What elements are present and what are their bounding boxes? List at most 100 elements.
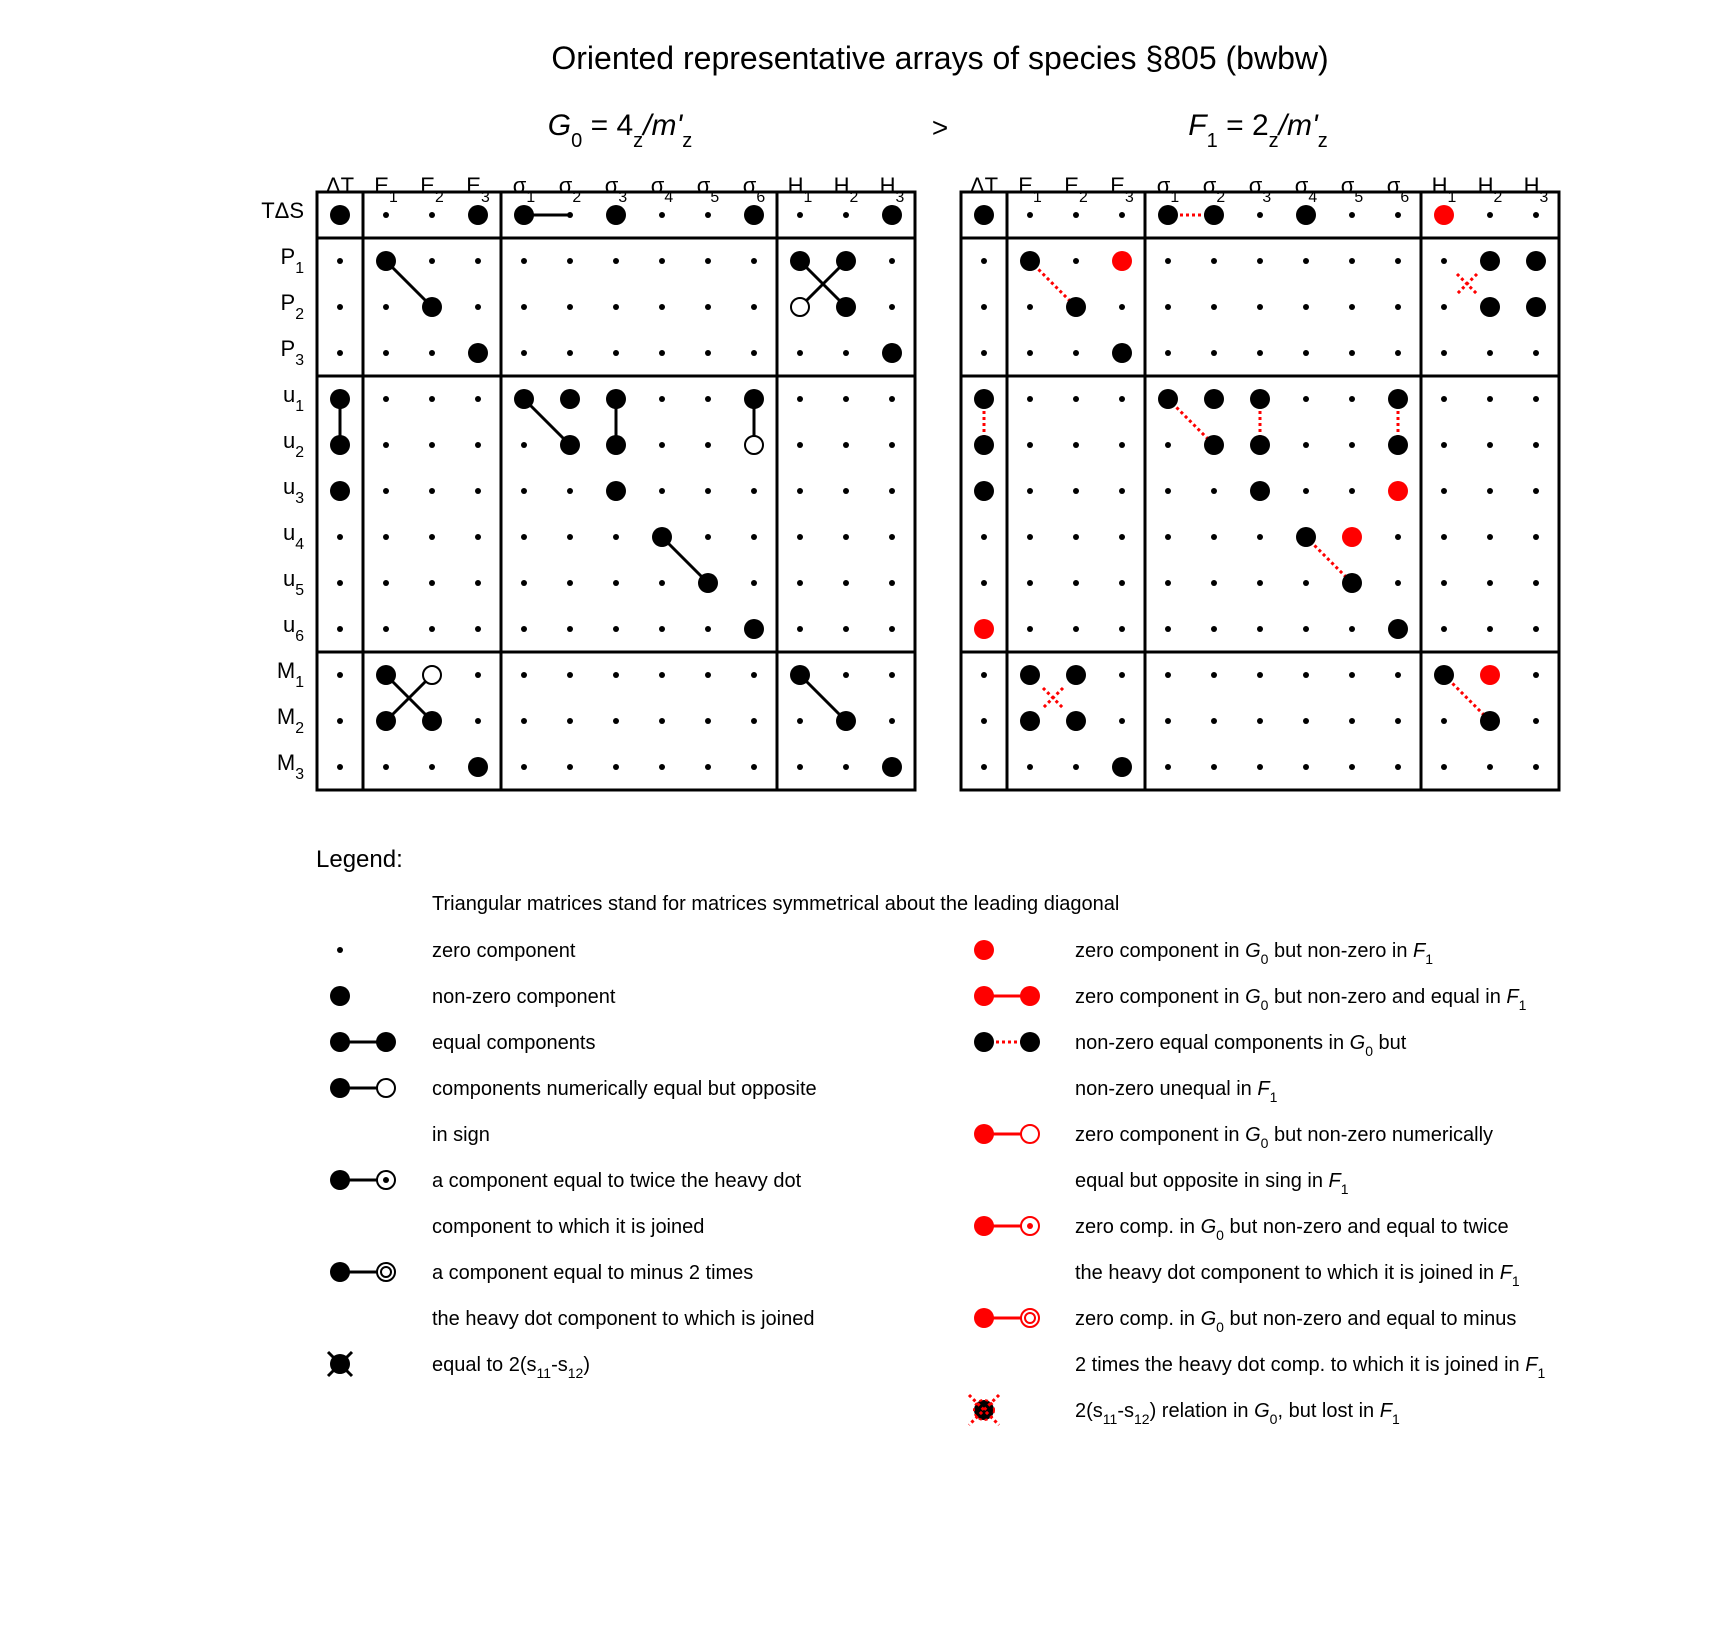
- zero-dot: [567, 258, 573, 264]
- legend-text: a component equal to twice the heavy dot: [432, 1170, 802, 1192]
- zero-dot: [1441, 718, 1447, 724]
- zero-dot: [383, 396, 389, 402]
- zero-dot: [1211, 672, 1217, 678]
- heavy-dot: [698, 573, 718, 593]
- heavy-dot: [1066, 297, 1086, 317]
- matrix-label-g0: G0 = 4z/m'z: [548, 109, 692, 152]
- zero-dot: [1119, 488, 1125, 494]
- heavy-dot: [330, 1078, 350, 1098]
- zero-dot: [1303, 580, 1309, 586]
- zero-dot: [1395, 718, 1401, 724]
- heavy-dot: [376, 251, 396, 271]
- heavy-dot: [974, 389, 994, 409]
- zero-dot: [705, 304, 711, 310]
- zero-dot: [567, 304, 573, 310]
- matrix-labels: G0 = 4z/m'z F1 = 2z/m'z: [548, 109, 1328, 152]
- row-label: u6: [283, 612, 304, 645]
- twice-dot-center: [1027, 1223, 1033, 1229]
- zero-dot: [1303, 626, 1309, 632]
- zero-dot: [475, 488, 481, 494]
- zero-dot: [1349, 212, 1355, 218]
- solid-link: [660, 535, 710, 585]
- heavy-dot: [1480, 251, 1500, 271]
- zero-dot: [521, 764, 527, 770]
- legend-text: in sign: [432, 1124, 490, 1146]
- zero-dot: [659, 304, 665, 310]
- zero-dot: [659, 258, 665, 264]
- zero-dot: [521, 304, 527, 310]
- zero-dot: [1027, 626, 1033, 632]
- dotted-link: [1304, 535, 1354, 585]
- zero-dot: [613, 350, 619, 356]
- zero-dot: [1441, 764, 1447, 770]
- zero-dot: [383, 488, 389, 494]
- zero-dot: [567, 580, 573, 586]
- zero-dot: [1027, 442, 1033, 448]
- legend-item-left-equal-pair: equal components: [330, 1032, 595, 1054]
- zero-dot: [429, 626, 435, 632]
- zero-dot: [1487, 488, 1493, 494]
- zero-dot: [1303, 672, 1309, 678]
- zero-dot: [889, 442, 895, 448]
- heavy-dot: [1066, 711, 1086, 731]
- zero-dot: [1303, 350, 1309, 356]
- zero-dot: [1441, 534, 1447, 540]
- minus-two-dot-inner: [380, 1266, 392, 1278]
- zero-dot: [1165, 580, 1171, 586]
- zero-dot: [383, 212, 389, 218]
- zero-dot: [797, 626, 803, 632]
- legend: Legend: Triangular matrices stand for mat…: [316, 846, 1545, 1427]
- zero-dot: [1533, 350, 1539, 356]
- zero-dot: [981, 534, 987, 540]
- legend-text: non-zero component: [432, 986, 616, 1008]
- legend-text: 2 times the heavy dot comp. to which it …: [1075, 1354, 1545, 1381]
- heavy-dot: [1342, 573, 1362, 593]
- zero-dot: [475, 304, 481, 310]
- zero-dot: [1073, 580, 1079, 586]
- zero-dot: [1395, 304, 1401, 310]
- column-label: ΔT: [970, 173, 998, 198]
- lost-cross-line: [1041, 686, 1065, 710]
- row-label: P3: [281, 336, 305, 369]
- row-label: M2: [277, 704, 304, 737]
- open-dot: [1020, 1124, 1040, 1144]
- zero-dot: [889, 396, 895, 402]
- zero-dot: [889, 534, 895, 540]
- zero-dot: [889, 718, 895, 724]
- column-label: σ4: [651, 173, 674, 206]
- zero-dot: [613, 718, 619, 724]
- zero-dot: [475, 534, 481, 540]
- column-label: H1: [788, 173, 813, 206]
- matrix-label-f1: F1 = 2z/m'z: [1188, 109, 1327, 152]
- zero-dot: [843, 488, 849, 494]
- zero-dot: [1441, 488, 1447, 494]
- heavy-dot: [376, 711, 396, 731]
- zero-dot: [659, 396, 665, 402]
- heavy-dot: [974, 986, 994, 1006]
- heavy-dot: [1480, 297, 1500, 317]
- legend-text: zero comp. in G0​ but non-zero and equal…: [1075, 1216, 1509, 1243]
- heavy-dot: [1020, 986, 1040, 1006]
- heavy-dot: [1250, 481, 1270, 501]
- zero-dot: [1119, 718, 1125, 724]
- zero-dot: [705, 258, 711, 264]
- zero-dot: [1165, 488, 1171, 494]
- legend-text: equal components: [432, 1032, 595, 1054]
- zero-dot: [429, 258, 435, 264]
- dotted-link: [1442, 673, 1492, 723]
- zero-dot: [1395, 534, 1401, 540]
- zero-dot: [1165, 350, 1171, 356]
- zero-dot: [1533, 442, 1539, 448]
- zero-dot: [1119, 580, 1125, 586]
- legend-item-left-cross-dot: equal to 2(s11​-s12​): [326, 1350, 590, 1381]
- cross-line: [326, 1350, 354, 1378]
- zero-dot: [475, 258, 481, 264]
- zero-dot: [705, 718, 711, 724]
- column-label: H1: [1432, 173, 1457, 206]
- zero-dot: [705, 442, 711, 448]
- zero-dot: [1303, 396, 1309, 402]
- zero-dot: [889, 304, 895, 310]
- legend-item-right-red-minus-two-pair: zero comp. in G0​ but non-zero and equal…: [974, 1308, 1545, 1381]
- zero-dot: [1165, 672, 1171, 678]
- zero-dot: [1073, 442, 1079, 448]
